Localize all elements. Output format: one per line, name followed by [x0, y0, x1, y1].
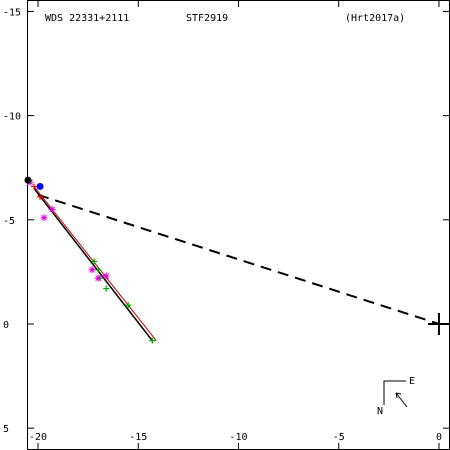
dot-marker: [36, 182, 44, 190]
x-tick-label: -15: [129, 432, 147, 443]
fit-line-red: [33, 186, 157, 341]
x-tick-label: -10: [229, 432, 247, 443]
x-tick-label: -20: [29, 432, 47, 443]
star-marker: [102, 272, 110, 280]
header-left: WDS 22331+2111: [45, 13, 129, 24]
plus-marker: [37, 193, 44, 200]
fit-line-black: [33, 188, 153, 342]
plus-marker: [91, 258, 98, 265]
compass-axes: [383, 380, 406, 405]
y-tick-label: 5: [3, 424, 9, 435]
star-marker: [48, 205, 56, 213]
compass-north-label: N: [377, 406, 383, 417]
y-tick-label: 0: [3, 320, 9, 331]
compass-arrowhead: [395, 392, 402, 399]
compass: E N: [377, 376, 415, 417]
axis-ticks: -20 -15 -10 -5 0 -15 -10 -5 0 5: [3, 1, 449, 449]
primary-marker: [427, 312, 450, 335]
compass-east-label: E: [409, 376, 415, 387]
header-center: STF2919: [186, 13, 228, 24]
plus-marker: [103, 285, 110, 292]
data-points: [24, 176, 156, 344]
dashed-line: [37, 193, 440, 325]
dot-marker: [24, 176, 32, 184]
plus-marker: [125, 302, 132, 309]
star-marker: [40, 214, 48, 222]
plus-marker: [95, 266, 102, 273]
y-tick-label: -10: [3, 112, 21, 123]
plus-marker: [31, 183, 38, 190]
x-tick-label: 0: [436, 432, 442, 443]
header-right: (Hrt2017a): [345, 13, 405, 24]
y-tick-label: -5: [3, 216, 15, 227]
star-marker: [94, 274, 102, 282]
star-marker: [88, 266, 96, 274]
compass-arrow: [395, 392, 408, 408]
y-tick-label: -15: [3, 7, 21, 18]
orbit-lines: [33, 186, 450, 342]
x-tick-label: -5: [333, 432, 345, 443]
plus-marker: [149, 337, 156, 344]
